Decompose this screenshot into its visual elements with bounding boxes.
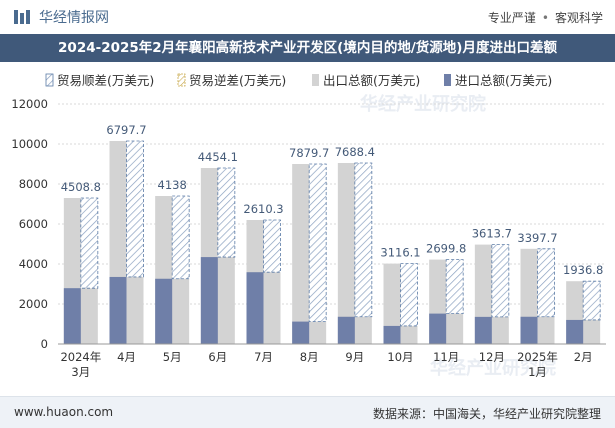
header-tags: 专业严谨 • 客观科学 (488, 9, 603, 26)
x-tick-label: 2月 (574, 350, 593, 364)
y-tick-label: 8000 (19, 177, 48, 191)
y-tick-label: 0 (41, 337, 48, 351)
import-bar (155, 278, 173, 344)
footer-website[interactable]: www.huaon.com (14, 405, 114, 419)
surplus-bar (126, 140, 144, 278)
tag-objective: 客观科学 (554, 11, 603, 25)
legend-swatch-export (312, 74, 319, 86)
legend-label: 贸易逆差(万美元) (189, 73, 286, 88)
brand-name: 华经情报网 (39, 10, 109, 26)
y-tick-label: 2000 (19, 297, 48, 311)
import-bar (429, 313, 447, 344)
data-label: 2699.8 (426, 242, 466, 256)
surplus-bar (217, 167, 236, 258)
import-bar (337, 316, 355, 344)
import-bar (292, 321, 310, 344)
data-label: 7688.4 (335, 145, 375, 159)
data-label: 3613.7 (472, 227, 512, 241)
surplus-bar (263, 219, 281, 273)
x-tick-label: 5月 (163, 350, 182, 364)
import-bar (200, 257, 218, 344)
surplus-bar (582, 280, 601, 321)
surplus-bar (445, 259, 464, 314)
footer: www.huaon.com 数据来源：中国海关，华经产业研究院整理 (0, 396, 615, 428)
axes: 0 2000 4000 6000 8000 10000 12000 2024年 3月 4月 5月 6月… (11, 97, 606, 379)
surplus-bar (354, 162, 373, 318)
data-label: 2610.3 (243, 202, 283, 216)
surplus-bar (308, 163, 327, 322)
data-labels: 4508.8 6797.7 4138 4454.1 2610.3 7879.7 7688.4… (61, 123, 604, 277)
surplus-bar (537, 248, 555, 318)
x-tick-label: 6月 (208, 350, 227, 364)
x-tick-label: 4月 (117, 350, 136, 364)
footer-source: 数据来源：中国海关，华经产业研究院整理 (372, 407, 601, 421)
x-tick-label: 2024年 3月 (60, 350, 101, 379)
surplus-bar (400, 263, 418, 327)
import-bar (566, 319, 584, 344)
x-tick-label: 8月 (300, 350, 319, 364)
import-bar (383, 325, 401, 344)
brand[interactable]: 华经情报网 (12, 7, 109, 27)
legend-label: 贸易顺差(万美元) (57, 73, 154, 88)
legend-item-surplus[interactable]: 贸易顺差(万美元) (45, 73, 154, 88)
surplus-bar (80, 197, 99, 289)
legend-label: 出口总额(万美元) (323, 73, 420, 88)
y-tick-label: 12000 (11, 97, 48, 111)
legend-item-deficit[interactable]: 贸易逆差(万美元) (177, 73, 286, 88)
legend-swatch-surplus (45, 73, 54, 87)
top-bar: 华经情报网 专业严谨 • 客观科学 (0, 0, 615, 35)
data-label: 3116.1 (380, 246, 420, 260)
separator-dot-icon: • (541, 10, 549, 25)
x-tick-label: 9月 (345, 350, 364, 364)
chart-area: 贸易顺差(万美元) 贸易逆差(万美元) 出口总额(万美元) 进口总额(万美元) 华经产… (11, 73, 606, 379)
data-label: 1936.8 (563, 263, 603, 277)
data-label: 6797.7 (106, 123, 146, 137)
legend-swatch-import (444, 74, 451, 86)
import-bar (246, 272, 264, 344)
y-tick-label: 6000 (19, 217, 48, 231)
x-tick-label: 10月 (387, 350, 413, 364)
import-bar (109, 276, 127, 344)
legend-label: 进口总额(万美元) (455, 73, 552, 88)
x-tick-label: 11月 (433, 350, 459, 364)
watermark-text: 华经产业研究院 (430, 357, 556, 379)
tag-professional: 专业严谨 (487, 11, 536, 25)
x-tick-label: 2025年 1月 (517, 350, 558, 379)
legend: 贸易顺差(万美元) 贸易逆差(万美元) 出口总额(万美元) 进口总额(万美元) (45, 73, 552, 88)
data-label: 7879.7 (289, 146, 329, 160)
data-label: 4138 (158, 178, 187, 192)
y-tick-label: 4000 (19, 257, 48, 271)
legend-item-import[interactable]: 进口总额(万美元) (444, 73, 552, 88)
legend-item-export[interactable]: 出口总额(万美元) (312, 73, 420, 88)
data-label: 3397.7 (517, 231, 557, 245)
data-label: 4508.8 (61, 180, 101, 194)
import-bar (63, 288, 81, 344)
legend-swatch-deficit (177, 73, 186, 87)
surplus-bar (171, 195, 190, 280)
y-tick-label: 10000 (11, 137, 48, 151)
surplus-bar (491, 244, 510, 318)
import-bar (474, 316, 492, 344)
data-label: 4454.1 (198, 150, 238, 164)
import-bar (520, 316, 538, 344)
chart-title: 2024-2025年2月年襄阳高新技术产业开发区(境内目的地/货源地)月度进出口… (0, 34, 615, 62)
x-tick-label: 12月 (479, 350, 505, 364)
x-tick-label: 7月 (254, 350, 273, 364)
bars (63, 140, 601, 344)
brand-logo-icon (14, 10, 30, 24)
